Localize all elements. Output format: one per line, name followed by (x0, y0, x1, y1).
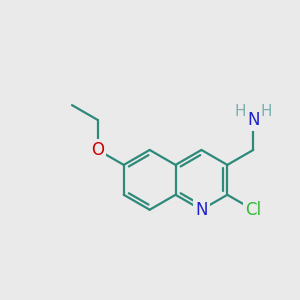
Text: N: N (247, 111, 260, 129)
Text: H: H (235, 104, 246, 119)
Text: H: H (260, 104, 272, 119)
Text: N: N (195, 201, 208, 219)
Text: Cl: Cl (245, 201, 261, 219)
Text: O: O (92, 141, 104, 159)
